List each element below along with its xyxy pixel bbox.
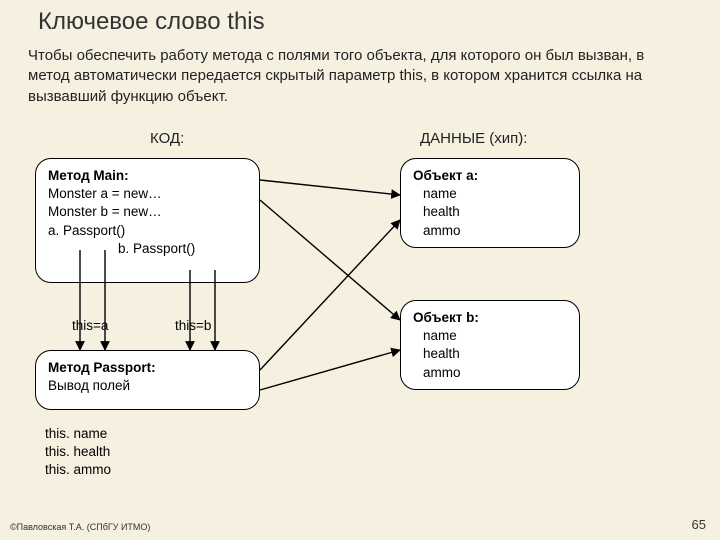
obj-b-health: health bbox=[413, 345, 567, 363]
box-object-a: Объект a: name health ammo bbox=[400, 158, 580, 248]
box-method-passport: Метод Passport: Вывод полей bbox=[35, 350, 260, 410]
this-field-ammo: this. ammo bbox=[45, 461, 111, 479]
obj-a-health: health bbox=[413, 203, 567, 221]
box-method-main: Метод Main: Monster a = new… Monster b =… bbox=[35, 158, 260, 283]
obj-b-name: name bbox=[413, 327, 567, 345]
box-main-line4: b. Passport() bbox=[118, 240, 195, 258]
this-b-label: this=b bbox=[175, 318, 211, 333]
this-field-health: this. health bbox=[45, 443, 111, 461]
page-number: 65 bbox=[692, 517, 706, 532]
obj-b-ammo: ammo bbox=[413, 364, 567, 382]
obj-b-head: Объект b: bbox=[413, 309, 567, 327]
box-main-line1: Monster a = new… bbox=[48, 185, 247, 203]
obj-a-ammo: ammo bbox=[413, 222, 567, 240]
obj-a-name: name bbox=[413, 185, 567, 203]
this-a-label: this=a bbox=[72, 318, 108, 333]
code-column-label: КОД: bbox=[150, 130, 184, 147]
this-fields-list: this. name this. health this. ammo bbox=[45, 425, 111, 480]
this-field-name: this. name bbox=[45, 425, 111, 443]
box-main-line2: Monster b = new… bbox=[48, 203, 247, 221]
box-passport-head: Метод Passport: bbox=[48, 359, 247, 377]
footer-copyright: ©Павловская Т.А. (СПбГУ ИТМО) bbox=[10, 522, 150, 532]
data-column-label: ДАННЫЕ (хип): bbox=[420, 130, 527, 147]
intro-text: Чтобы обеспечить работу метода с полями … bbox=[28, 46, 688, 107]
box-object-b: Объект b: name health ammo bbox=[400, 300, 580, 390]
box-passport-line1: Вывод полей bbox=[48, 377, 247, 395]
box-main-head: Метод Main: bbox=[48, 167, 247, 185]
page-title: Ключевое слово this bbox=[38, 8, 265, 36]
box-main-line3: a. Passport() bbox=[48, 222, 247, 240]
obj-a-head: Объект a: bbox=[413, 167, 567, 185]
